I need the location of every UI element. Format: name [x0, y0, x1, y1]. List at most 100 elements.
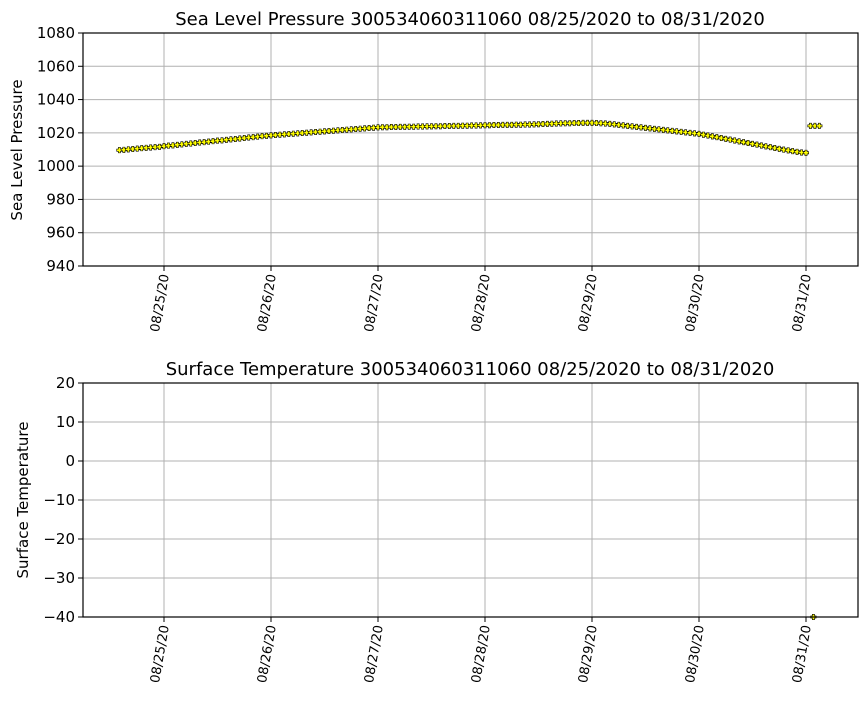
data-point: [504, 121, 511, 128]
data-point: [370, 124, 377, 131]
data-point: [513, 121, 520, 128]
data-point: [156, 143, 163, 150]
data-point: [695, 130, 702, 137]
data-point: [214, 137, 221, 144]
data-point: [250, 134, 257, 141]
data-point: [432, 123, 439, 130]
data-point: [187, 140, 194, 147]
data-point: [762, 143, 769, 150]
data-point: [571, 120, 578, 127]
y-tick-label: 980: [46, 190, 75, 208]
data-point: [468, 122, 475, 129]
data-point: [165, 142, 172, 149]
data-point: [143, 144, 150, 151]
data-point: [580, 119, 587, 126]
data-point: [597, 120, 604, 127]
data-point: [798, 149, 805, 156]
data-point: [272, 132, 279, 139]
data-point: [811, 122, 818, 129]
data-point: [308, 129, 315, 136]
data-point: [535, 121, 542, 128]
pressure-y-axis-label: Sea Level Pressure: [8, 79, 26, 220]
pressure-chart: Sea Level Pressure 300534060311060 08/25…: [8, 9, 859, 333]
x-tick-label: 08/29/20: [576, 273, 601, 333]
data-point: [749, 140, 756, 147]
data-point: [125, 146, 132, 153]
data-point: [259, 133, 266, 140]
y-tick-label: −10: [43, 491, 75, 509]
data-point: [548, 120, 555, 127]
data-point: [281, 131, 288, 138]
data-point: [709, 133, 716, 140]
data-point: [267, 132, 274, 139]
pressure-chart-title: Sea Level Pressure 300534060311060 08/25…: [175, 9, 765, 30]
data-point: [343, 126, 350, 133]
data-point: [299, 130, 306, 137]
data-point: [450, 122, 457, 129]
x-tick-label: 08/27/20: [362, 624, 387, 684]
y-tick-label: −30: [43, 569, 75, 587]
data-point: [767, 144, 774, 151]
data-point: [312, 129, 319, 136]
data-point: [192, 140, 199, 147]
data-point: [481, 122, 488, 129]
data-point: [611, 121, 618, 128]
data-point: [740, 139, 747, 146]
data-point: [317, 128, 324, 135]
data-point: [638, 124, 645, 131]
y-tick-label: 1080: [37, 24, 75, 42]
data-point: [455, 122, 462, 129]
y-tick-label: −20: [43, 530, 75, 548]
data-point: [704, 132, 711, 139]
data-point: [642, 124, 649, 131]
data-point: [174, 141, 181, 148]
data-point: [120, 146, 127, 153]
data-point: [531, 121, 538, 128]
data-point: [713, 134, 720, 141]
data-point: [794, 148, 801, 155]
data-point: [557, 120, 564, 127]
x-tick-label: 08/27/20: [362, 273, 387, 333]
data-point: [566, 120, 573, 127]
data-point: [419, 123, 426, 130]
data-point: [731, 137, 738, 144]
data-point: [178, 141, 185, 148]
x-tick-label: 08/25/20: [148, 624, 173, 684]
x-tick-label: 08/28/20: [469, 273, 494, 333]
y-tick-label: 1060: [37, 57, 75, 75]
y-tick-label: 960: [46, 224, 75, 242]
data-point: [263, 132, 270, 139]
data-point: [334, 127, 341, 134]
data-point: [807, 122, 814, 129]
data-point: [464, 122, 471, 129]
temperature-chart-title: Surface Temperature 300534060311060 08/2…: [166, 359, 775, 380]
data-point: [196, 139, 203, 146]
y-tick-label: 20: [56, 374, 75, 392]
grid: [83, 382, 858, 618]
data-point: [700, 131, 707, 138]
y-tick-label: 940: [46, 257, 75, 275]
data-point: [401, 123, 408, 130]
x-tick-label: 08/31/20: [790, 273, 815, 333]
data-point: [727, 136, 734, 143]
data-point: [736, 138, 743, 145]
x-tick-label: 08/31/20: [790, 624, 815, 684]
data-point: [205, 138, 212, 145]
data-point: [379, 124, 386, 131]
data-point: [152, 144, 159, 151]
data-point: [646, 125, 653, 132]
data-point: [388, 124, 395, 131]
axes-frame: [82, 382, 859, 618]
data-point: [285, 131, 292, 138]
data-point: [134, 145, 141, 152]
data-point: [539, 121, 546, 128]
data-point: [584, 119, 591, 126]
data-point: [294, 130, 301, 137]
data-point: [406, 123, 413, 130]
data-point: [321, 128, 328, 135]
data-point: [673, 128, 680, 135]
data-point: [361, 125, 368, 132]
data-point: [325, 128, 332, 135]
x-tick-label: 08/26/20: [255, 624, 280, 684]
data-point: [227, 136, 234, 143]
